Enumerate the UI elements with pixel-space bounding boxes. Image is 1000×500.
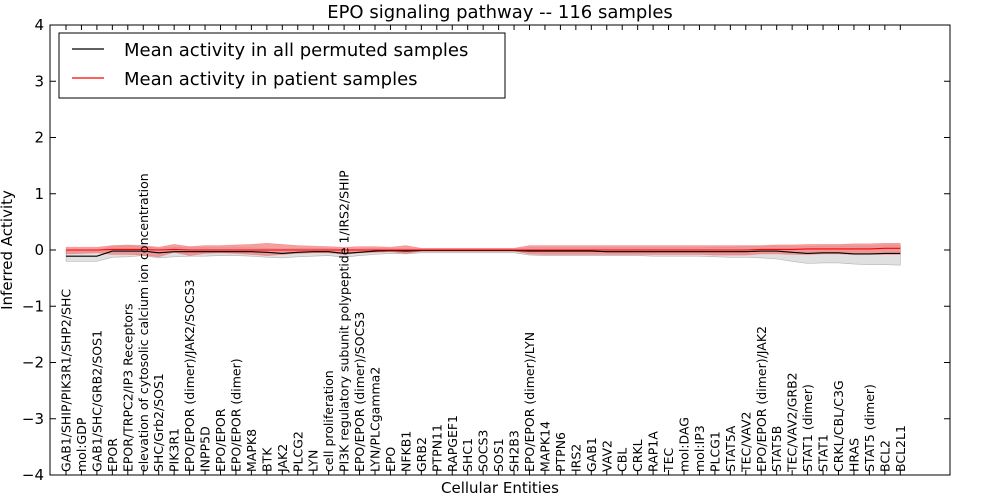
x-category-label: PTPN11 [429,424,444,472]
chart-title: EPO signaling pathway -- 116 samples [327,2,673,23]
y-tick-label: −4 [22,466,44,484]
x-category-label: GRB2 [414,437,429,472]
x-category-label: SOCS3 [476,430,491,472]
x-category-label: CRKL [630,439,645,472]
plot-frame [49,24,951,476]
x-category-label: RAPGEF1 [445,415,460,472]
y-tick-label: 3 [34,72,44,90]
x-category-label: LYN/PLCgamma2 [368,367,383,472]
y-tick-label: 0 [34,241,44,259]
x-category-label: CRKL/CBL/C3G [831,380,846,472]
x-category-label: STAT1 [816,434,831,472]
x-category-label: PI3K regulatory subunit polypeptide 1/IR… [337,170,352,472]
x-category-label: PLCG2 [290,431,305,472]
legend: Mean activity in all permuted samples Me… [58,32,506,99]
x-category-label: SH2B3 [507,430,522,472]
x-category-label: RAP1A [646,431,661,472]
x-category-label: PIK3R1 [167,428,182,472]
y-tick-label: 4 [34,16,44,34]
x-category-label: mol:IP3 [692,425,707,472]
x-category-label: EPO/EPOR (dimer)/SOCS3 [352,312,367,472]
x-category-label: mol:GDP [74,417,89,472]
x-category-label: TEC/VAV2/GRB2 [785,372,800,473]
x-category-label: NFKB1 [398,431,413,472]
x-category-label: STAT5A [723,425,738,472]
x-category-label: TEC [661,447,676,473]
x-category-label: BTK [259,447,274,472]
legend-label-permuted: Mean activity in all permuted samples [124,40,468,61]
x-category-label: CBL [615,448,630,472]
series-lines [66,247,901,257]
x-category-label: VAV2 [599,440,614,472]
x-category-label: STAT1 (dimer) [800,384,815,472]
confidence-bands [65,242,901,266]
x-category-label: HRAS [846,438,861,472]
x-category-label: TEC/VAV2 [738,412,753,473]
x-category-label: INPP5D [198,426,213,472]
y-tick-label: 2 [34,129,44,147]
x-category-label: JAK2 [275,444,290,473]
y-tick-label: −1 [22,297,44,315]
x-category-label: STAT5B [769,426,784,472]
x-category-label: STAT5 (dimer) [862,384,877,472]
x-category-label: MAPK14 [537,421,552,472]
line-permuted-mean [66,250,901,257]
x-category-label: cell proliferation [321,370,336,472]
y-tick-label: −2 [22,354,44,372]
x-category-label: EPO/EPOR [213,408,228,472]
y-axis: −4 −3 −2 −1 0 1 2 3 4 [22,16,950,484]
x-category-label: GAB1/SHC/GRB2/SOS1 [89,330,104,472]
x-category-label: EPO/EPOR (dimer) [228,358,243,472]
x-category-label: SHC/Grb2/SOS1 [151,373,166,472]
x-category-label: EPO/EPOR (dimer)/LYN [522,332,537,472]
x-category-label: MAPK8 [244,429,259,472]
x-axis-label: Cellular Entities [441,479,559,497]
x-axis: GAB1/SHIP/PIK3R1/SHP2/SHC mol:GDP GAB1/SHC… [59,25,908,475]
x-category-label: BCL2L1 [893,425,908,472]
x-category-label: IRS2 [568,444,583,472]
x-category-label: EPO/EPOR (dimer)/JAK2/SOCS3 [182,279,197,472]
x-category-label: EPO [383,447,398,472]
x-category-label: SHC1 [460,438,475,472]
x-category-label: EPOR [105,438,120,472]
line-patient-mean [66,247,901,251]
x-category-label: GAB1/SHIP/PIK3R1/SHP2/SHC [59,289,74,472]
y-tick-label: 1 [34,185,44,203]
x-category-label: LYN [306,450,321,472]
legend-label-patient: Mean activity in patient samples [124,69,418,90]
x-category-label: PLCG1 [707,431,722,472]
legend-box [58,32,506,99]
y-tick-label: −3 [22,410,44,428]
x-category-label: BCL2 [877,440,892,472]
x-category-label: SOS1 [491,438,506,472]
x-category-label: PTPN6 [553,432,568,472]
x-category-label: elevation of cytosolic calcium ion conce… [136,173,151,472]
x-category-label: EPOR/TRPC2/IP3 Receptors [120,303,135,472]
y-axis-label: Inferred Activity [0,190,16,310]
x-category-label: GAB1 [584,437,599,472]
x-category-label: mol:DAG [677,417,692,472]
x-category-label: EPO/EPOR (dimer)/JAK2 [754,326,769,472]
